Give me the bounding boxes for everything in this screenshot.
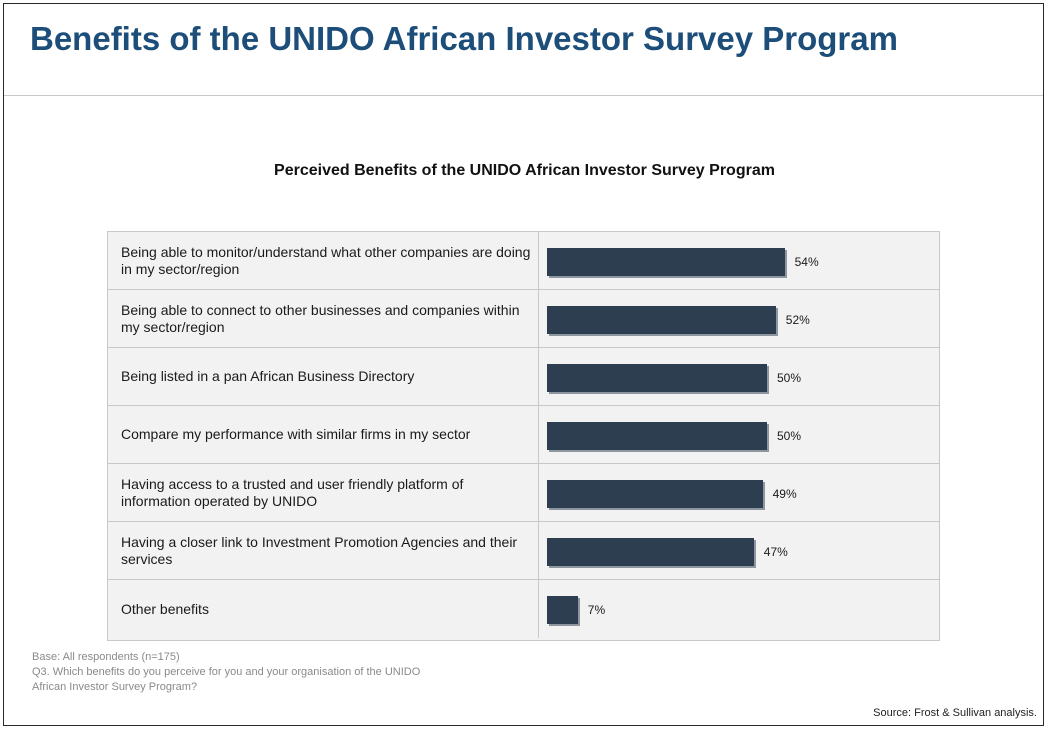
category-label: Compare my performance with similar firm… [121,426,471,442]
category-label: Having access to a trusted and user frie… [121,475,464,509]
chart-row: Being listed in a pan African Business D… [108,348,939,406]
bar [547,538,754,566]
category-label: Being listed in a pan African Business D… [121,368,415,384]
footnotes: Base: All respondents (n=175) Q3. Which … [32,650,420,695]
category-cell: Being able to monitor/understand what ot… [108,232,539,289]
title-divider [4,95,1043,96]
category-label: Being able to connect to other businesse… [121,301,520,335]
chart-row: Compare my performance with similar firm… [108,406,939,464]
chart-row: Being able to connect to other businesse… [108,290,939,348]
category-cell: Compare my performance with similar firm… [108,406,539,463]
value-label: 49% [772,487,797,501]
footnote-question-line-1: Q3. Which benefits do you perceive for y… [32,666,421,678]
value-label: 50% [777,429,802,443]
bar [547,596,578,624]
chart-title: Perceived Benefits of the UNIDO African … [274,162,775,179]
value-label: 7% [587,603,606,617]
bar [547,422,767,450]
bar [547,480,763,508]
value-label: 54% [794,255,819,269]
category-cell: Having access to a trusted and user frie… [108,464,539,521]
category-label: Other benefits [121,600,209,617]
bar [547,248,785,276]
bar [547,364,767,392]
value-label: 47% [763,545,788,559]
chart-row: Having access to a trusted and user frie… [108,464,939,522]
chart-row: Having a closer link to Investment Promo… [108,522,939,580]
bar-chart: Being able to monitor/understand what ot… [107,231,940,641]
source-note: Source: Frost & Sullivan analysis. [873,707,1037,719]
chart-row: Other benefits 7% [108,580,939,638]
footnote-base: Base: All respondents (n=175) [32,651,180,663]
footnote-question-line-2: African Investor Survey Program? [32,681,198,693]
value-label: 52% [785,313,810,327]
chart-row: Being able to monitor/understand what ot… [108,232,939,290]
value-label: 50% [777,371,802,385]
slide-title: Benefits of the UNIDO African Investor S… [30,20,898,57]
category-label: Having a closer link to Investment Promo… [121,533,518,567]
category-cell: Other benefits [108,580,539,638]
slide-frame: Benefits of the UNIDO African Investor S… [3,3,1044,726]
category-cell: Having a closer link to Investment Promo… [108,522,539,579]
bar [547,306,776,334]
category-label: Being able to monitor/understand what ot… [121,243,531,277]
category-cell: Being able to connect to other businesse… [108,290,539,347]
category-cell: Being listed in a pan African Business D… [108,348,539,405]
